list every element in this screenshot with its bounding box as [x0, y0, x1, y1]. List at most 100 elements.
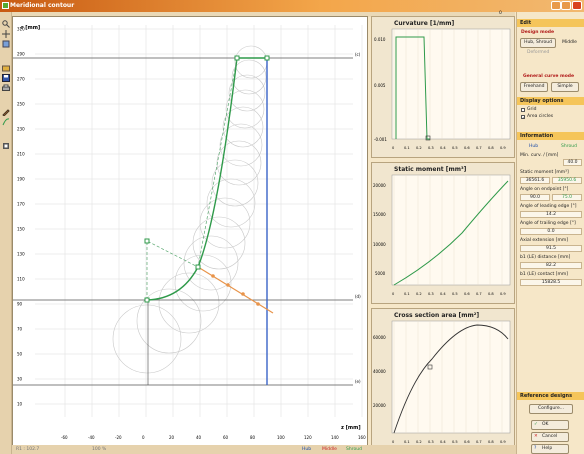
le-point[interactable]: [241, 292, 245, 296]
static-moment-shroud: 35950.6: [552, 177, 582, 184]
chart-x-tick: 0.9: [500, 146, 506, 150]
chart-x-tick: 0: [392, 440, 395, 444]
leading-edge-line[interactable]: [197, 266, 274, 314]
cross-section-curve: [393, 324, 509, 434]
fit-icon[interactable]: [2, 40, 10, 48]
curvature-canvas: 0.010 0.005 -0.001 0 0.1 0.2 0.3 0.4 0.5 0.6 0.…: [374, 28, 511, 150]
y-tick-label: 170: [17, 202, 25, 207]
area-circle: [206, 178, 256, 228]
view-icon[interactable]: [2, 142, 10, 150]
angle-endpoint-hub[interactable]: 90.0: [520, 194, 550, 201]
chart-x-tick: 0.1: [404, 146, 410, 150]
hub-shroud-button[interactable]: Hub, Shroud: [520, 38, 556, 48]
x-axis-label: z [mm]: [341, 425, 361, 431]
minimize-button[interactable]: [551, 1, 561, 10]
angle-endpoint-shroud[interactable]: 75.0: [552, 194, 582, 201]
cross-section-chart: Cross section area [mm²] 60000 40000 200…: [371, 308, 515, 452]
x-tick-label: 40: [196, 435, 202, 440]
chart-x-tick: 0.4: [440, 440, 446, 444]
le-distance-value: 82.2: [520, 262, 582, 269]
static-moment-curve: [393, 180, 509, 286]
title-bar: Meridional contour: [0, 0, 584, 12]
x-tick-label: -20: [115, 435, 122, 440]
edit-icon[interactable]: [2, 108, 10, 116]
area-circle: [216, 140, 262, 186]
check-icon: ✓: [534, 422, 538, 427]
angle-trailing-value: 0.0: [520, 228, 582, 235]
print-icon[interactable]: [2, 84, 10, 92]
hub-contour[interactable]: [146, 57, 267, 301]
zoom-icon[interactable]: [2, 20, 10, 28]
window-title: Meridional contour: [10, 2, 75, 9]
deformed-option[interactable]: Deformed: [527, 50, 550, 55]
general-curve-title: General curve mode: [523, 74, 575, 79]
control-point[interactable]: [234, 55, 240, 61]
control-point[interactable]: [144, 238, 150, 244]
static-moment-canvas: 20000 15000 10000 5000 0 0.1 0.2 0.3 0.4 0.5 0…: [373, 174, 511, 296]
angle-trailing-label: Angle of trailing edge [°]: [520, 221, 576, 226]
y-tick-label: 310: [17, 27, 25, 32]
sm-ytick: 15000: [373, 212, 386, 217]
y-tick-label: 30: [17, 377, 23, 382]
chart-x-tick: 0.4: [440, 292, 446, 296]
control-polygon[interactable]: [146, 57, 238, 300]
area-circle: [222, 106, 264, 148]
y-tick-label: 230: [17, 127, 25, 132]
grid-checkbox[interactable]: [521, 108, 525, 112]
ok-button[interactable]: ✓ OK: [531, 420, 569, 430]
area-circle: [112, 304, 182, 374]
area-circle: [183, 235, 239, 291]
angle-endpoint-label: Angle on endpoint [°]: [520, 187, 569, 192]
grid-label: Grid: [527, 107, 537, 112]
area-circles-checkbox[interactable]: ✓: [521, 115, 526, 120]
le-contact-value: 15828.5: [520, 279, 582, 286]
area-circle: [225, 89, 265, 129]
maximize-button[interactable]: [561, 1, 571, 10]
y-tick-label: 250: [17, 102, 25, 107]
close-button[interactable]: [572, 1, 582, 10]
chart-x-tick: 0.7: [476, 146, 482, 150]
line-label-c: (c): [355, 52, 361, 57]
pan-icon[interactable]: [2, 30, 10, 38]
meridional-canvas[interactable]: 310 290 270 250 230 210 190 170 150 130 110 90 70 50 3…: [13, 17, 367, 451]
save-icon[interactable]: [2, 74, 10, 82]
middle-button[interactable]: Middle: [562, 40, 577, 45]
le-point[interactable]: [256, 302, 260, 306]
meridional-plot[interactable]: 310 290 270 250 230 210 190 170 150 130 110 90 70 50 3…: [12, 16, 368, 452]
le-point[interactable]: [211, 274, 215, 278]
chart-x-tick: 0.3: [428, 292, 434, 296]
area-circle: [231, 59, 267, 95]
y-tick-label: 90: [17, 302, 23, 307]
cross-section-marker: [427, 364, 433, 370]
chart-x-tick: 0.5: [452, 440, 458, 444]
y-axis-label: r [mm]: [21, 25, 40, 31]
static-moment-chart: Static moment [mm³] 20000 15000 10000 50…: [371, 162, 515, 304]
reference-designs-header: Reference designs: [517, 392, 584, 400]
le-contact-label: b1 (LE) contact [mm]: [520, 272, 568, 277]
chart-x-tick: 0.9: [500, 292, 506, 296]
info-col-hub: Hub: [529, 144, 539, 149]
help-button[interactable]: ? Help: [531, 444, 569, 454]
curve-icon[interactable]: [2, 118, 10, 126]
line-label-d: (d): [355, 294, 361, 299]
cross-icon: ✕: [534, 434, 538, 439]
configure-button[interactable]: Configure...: [529, 404, 573, 414]
static-moment-label: Static moment [mm³]: [520, 170, 569, 175]
simple-button[interactable]: Simple: [551, 82, 579, 92]
curv-ytick: 0.005: [374, 83, 386, 88]
sm-ytick: 20000: [373, 183, 386, 188]
chart-x-tick: 0.2: [416, 292, 422, 296]
control-point[interactable]: [264, 55, 270, 61]
curv-ytick: 0.010: [374, 37, 386, 42]
control-point[interactable]: [195, 264, 201, 270]
min-curv-value[interactable]: 40.0: [563, 159, 582, 166]
curvature-chart: Curvature [1/mm] 0.010 0.005 -0.001 0 0.1…: [371, 16, 515, 158]
open-icon[interactable]: [2, 64, 10, 72]
control-points[interactable]: [144, 55, 270, 306]
cross-section-canvas: 60000 40000 20000 0 0.1 0.2 0.3 0.4 0.5 0.6 0.7…: [373, 320, 511, 444]
cancel-button[interactable]: ✕ Cancel: [531, 432, 569, 442]
freehand-button[interactable]: Freehand: [520, 82, 548, 92]
area-circles: [112, 45, 268, 374]
control-point[interactable]: [144, 297, 150, 303]
le-point[interactable]: [226, 283, 230, 287]
